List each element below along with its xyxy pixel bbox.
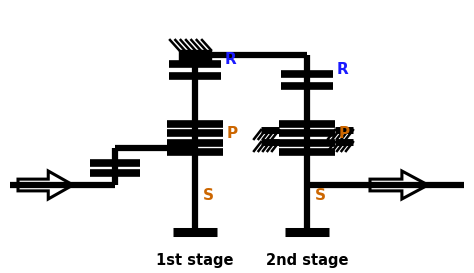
Text: 1st stage: 1st stage bbox=[156, 253, 234, 268]
Text: S: S bbox=[315, 188, 326, 203]
Text: R: R bbox=[225, 52, 237, 67]
Text: P: P bbox=[227, 126, 238, 141]
Polygon shape bbox=[370, 171, 428, 199]
Polygon shape bbox=[18, 171, 73, 199]
Text: 2nd stage: 2nd stage bbox=[266, 253, 348, 268]
Text: R: R bbox=[337, 63, 349, 78]
Text: P: P bbox=[339, 126, 350, 141]
Text: S: S bbox=[203, 188, 214, 203]
Bar bbox=[179, 50, 211, 61]
